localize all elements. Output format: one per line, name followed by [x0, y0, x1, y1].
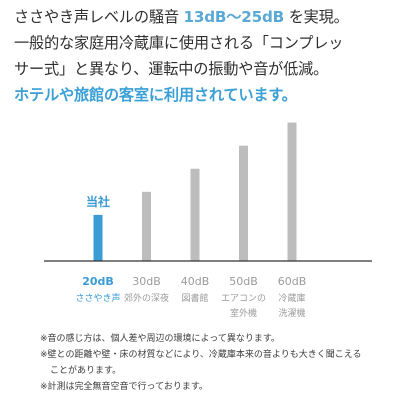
highlight-label: 当社 — [86, 194, 110, 209]
x-tick-label: 40dB — [181, 275, 210, 288]
source-label: 洗濯機 — [278, 307, 305, 319]
source-label: 冷蔵庫 — [278, 292, 305, 304]
x-tick-label: 20dB — [82, 275, 114, 288]
source-label: 室外機 — [230, 307, 257, 319]
intro-line-1-suffix: を実現。 — [284, 8, 349, 26]
footnote-2: ※壁との距離や壁・床の材質などにより、冷蔵庫本来の音よりも大きく聞こえる — [40, 350, 362, 360]
intro-line-2: 一般的な家庭用冷蔵庫に使用される「コンプレッ — [14, 34, 344, 52]
intro-line-4: ホテルや旅館の客室に利用されています。 — [14, 86, 297, 104]
intro-line-3: サー式」と異なり、運転中の振動や音が低減。 — [14, 60, 329, 78]
source-label: エアコンの — [221, 294, 266, 304]
x-tick-label: 60dB — [278, 275, 307, 288]
bar-30dB — [142, 191, 151, 261]
bar-60dB — [287, 122, 297, 261]
footnotes: ※音の感じ方は、個人差や周辺の環境によって異なります。 ※壁との距離や壁・床の材… — [40, 331, 395, 395]
intro-line-1: ささやき声レベルの騒音 13dB～25dB を実現。 — [14, 4, 394, 30]
source-label: ささやき声 — [75, 292, 120, 304]
bar-50dB — [239, 145, 248, 261]
intro-text: ささやき声レベルの騒音 13dB～25dB を実現。 一般的な家庭用冷蔵庫に使用… — [14, 4, 394, 108]
source-label: 図書館 — [181, 292, 208, 304]
footnote-1: ※音の感じ方は、個人差や周辺の環境によって異なります。 — [40, 334, 280, 344]
x-tick-label: 50dB — [229, 275, 258, 288]
bar-20dB — [93, 214, 103, 261]
source-label: 郊外の深夜 — [124, 292, 169, 304]
decibel-range-highlight: 13dB～25dB — [183, 8, 285, 26]
x-tick-label: 30dB — [132, 275, 161, 288]
footnote-2-cont: ことがあります。 — [50, 366, 122, 376]
footnote-3: ※計測は完全無音空音で行っております。 — [40, 382, 208, 392]
intro-line-1-prefix: ささやき声レベルの騒音 — [14, 8, 184, 26]
bar-40dB — [190, 168, 200, 261]
